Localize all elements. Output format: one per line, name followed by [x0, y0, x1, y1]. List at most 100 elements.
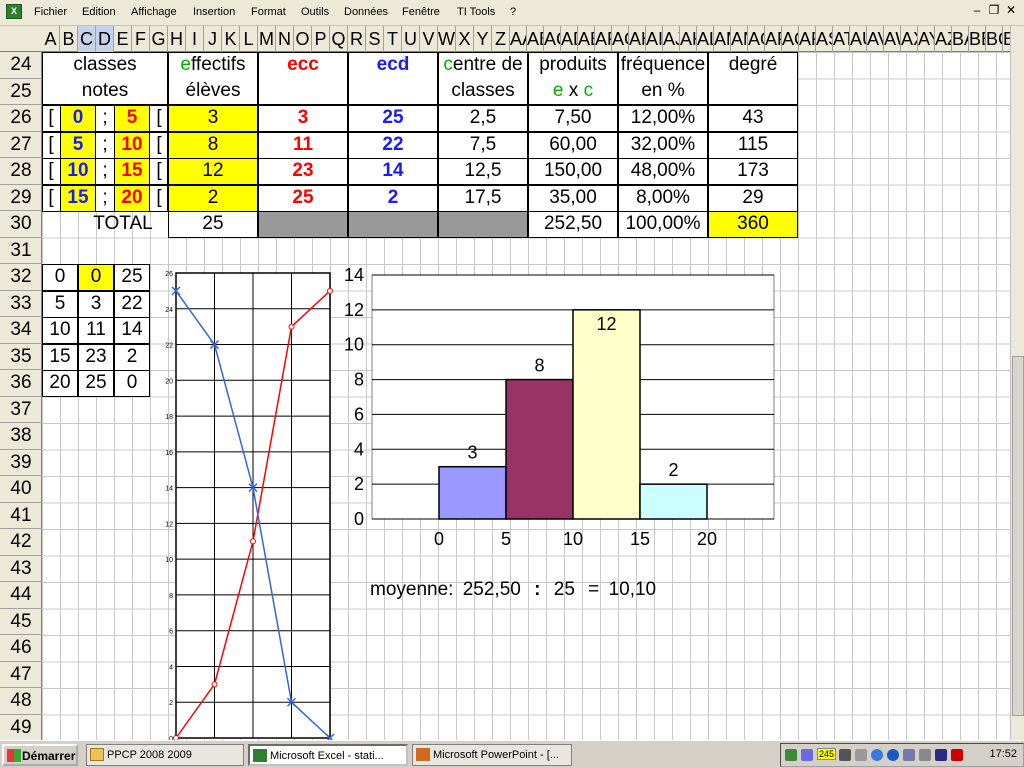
row-header[interactable]: 48 — [0, 688, 42, 715]
row-header[interactable]: 39 — [0, 450, 42, 476]
cumul-cell[interactable] — [78, 317, 114, 344]
column-header[interactable]: AZ — [935, 26, 952, 52]
menu-help[interactable]: ? — [510, 6, 517, 18]
column-header[interactable]: AF — [595, 26, 612, 52]
menu-edition[interactable]: Edition — [82, 6, 116, 18]
menu-fenetre[interactable]: Fenêtre — [402, 6, 440, 18]
scroll-thumb[interactable] — [1012, 356, 1024, 716]
interval-high-cell[interactable] — [114, 158, 150, 185]
effectif-cell[interactable] — [168, 131, 258, 159]
ecd-cell[interactable] — [348, 184, 438, 212]
column-header[interactable]: AL — [697, 26, 714, 52]
column-header[interactable]: AO — [748, 26, 765, 52]
column-header[interactable]: C — [78, 26, 96, 52]
column-header[interactable]: O — [294, 26, 312, 52]
row-header[interactable]: 36 — [0, 370, 42, 397]
column-header[interactable]: AE — [578, 26, 595, 52]
row-header[interactable]: 32 — [0, 264, 42, 291]
total-eff-cell[interactable] — [168, 211, 258, 238]
column-header[interactable]: AY — [918, 26, 935, 52]
column-header[interactable]: M — [258, 26, 276, 52]
taskbar-item-powerpoint[interactable]: Microsoft PowerPoint - [... — [412, 744, 572, 766]
column-header[interactable]: AS — [816, 26, 833, 52]
column-header[interactable]: AR — [799, 26, 816, 52]
cumul-cell[interactable] — [78, 343, 114, 371]
effectif-cell[interactable] — [168, 158, 258, 185]
column-header[interactable]: J — [204, 26, 222, 52]
column-header[interactable]: N — [276, 26, 294, 52]
cumulative-line-chart[interactable]: 0246810121416182022242605101520 — [158, 265, 338, 740]
taskbar-item-excel[interactable]: Microsoft Excel - stati... — [248, 744, 408, 766]
column-header[interactable]: T — [384, 26, 402, 52]
column-header[interactable]: AN — [731, 26, 748, 52]
globe-icon[interactable] — [887, 749, 899, 761]
produit-cell[interactable] — [528, 184, 618, 212]
column-header[interactable]: AT — [833, 26, 850, 52]
column-header[interactable]: AA — [510, 26, 527, 52]
column-header[interactable]: AX — [901, 26, 918, 52]
row-header[interactable]: 28 — [0, 158, 42, 185]
column-header[interactable]: AQ — [782, 26, 799, 52]
row-header[interactable]: 41 — [0, 503, 42, 529]
row-header[interactable]: 46 — [0, 635, 42, 662]
ecd-cell[interactable] — [348, 158, 438, 185]
total-centre-cell[interactable] — [438, 211, 528, 238]
cumul-cell[interactable] — [42, 370, 78, 397]
row-header[interactable]: 42 — [0, 529, 42, 556]
cumul-cell[interactable] — [42, 290, 78, 318]
display-icon[interactable] — [919, 749, 931, 761]
column-header[interactable]: AG — [612, 26, 629, 52]
antivirus-icon[interactable] — [935, 749, 947, 761]
column-header[interactable]: R — [348, 26, 366, 52]
header-classes-cell[interactable] — [42, 52, 168, 105]
minimize-icon[interactable]: – — [973, 3, 981, 17]
header-ecc-cell[interactable] — [258, 52, 348, 105]
keyboard-icon[interactable] — [903, 749, 915, 761]
menu-fichier[interactable]: Fichier — [34, 6, 68, 18]
interval-high-cell[interactable] — [114, 184, 150, 212]
cumul-cell[interactable] — [42, 343, 78, 371]
cumul-cell[interactable] — [114, 343, 150, 371]
column-header[interactable]: D — [96, 26, 114, 52]
menu-affichage[interactable]: Affichage — [131, 6, 177, 18]
menu-ti-tools[interactable]: TI Tools — [457, 6, 496, 18]
cumul-cell[interactable] — [78, 290, 114, 318]
column-header[interactable]: W — [438, 26, 456, 52]
centre-cell[interactable] — [438, 184, 528, 212]
row-header[interactable]: 35 — [0, 344, 42, 370]
column-header[interactable]: Z — [492, 26, 510, 52]
column-header[interactable]: F — [132, 26, 150, 52]
centre-cell[interactable] — [438, 105, 528, 132]
clock[interactable]: 17:52 — [989, 748, 1017, 760]
column-header[interactable]: H — [168, 26, 186, 52]
column-header[interactable]: BB — [969, 26, 986, 52]
info-icon[interactable] — [871, 749, 883, 761]
column-header[interactable]: B — [60, 26, 78, 52]
column-header[interactable]: AH — [629, 26, 646, 52]
ecc-cell[interactable] — [258, 158, 348, 185]
row-header[interactable]: 24 — [0, 52, 42, 79]
header-degre-cell[interactable] — [708, 52, 798, 105]
vertical-scrollbar[interactable] — [1010, 26, 1024, 740]
column-header[interactable]: AW — [884, 26, 901, 52]
taskbar-item-folder[interactable]: PPCP 2008 2009 — [86, 744, 244, 766]
interval-low-cell[interactable] — [60, 184, 96, 212]
row-header[interactable]: 34 — [0, 317, 42, 344]
column-header[interactable]: BA — [952, 26, 969, 52]
total-deg-cell[interactable] — [708, 211, 798, 238]
total-prod-cell[interactable] — [528, 211, 618, 238]
interval-high-cell[interactable] — [114, 131, 150, 159]
cell-area[interactable]: classes notes effectifs élèves ecc ecd c… — [42, 52, 1010, 740]
effectif-cell[interactable] — [168, 105, 258, 132]
column-header[interactable]: E — [114, 26, 132, 52]
row-header[interactable]: 45 — [0, 609, 42, 635]
row-header[interactable]: 49 — [0, 715, 42, 741]
row-header[interactable]: 43 — [0, 556, 42, 582]
excel-icon[interactable]: X — [6, 4, 22, 19]
row-header[interactable]: 38 — [0, 423, 42, 450]
printer-icon[interactable] — [855, 749, 867, 761]
header-frequence-cell[interactable] — [618, 52, 708, 105]
total-ecd-cell[interactable] — [348, 211, 438, 238]
menu-donnees[interactable]: Données — [344, 6, 389, 18]
